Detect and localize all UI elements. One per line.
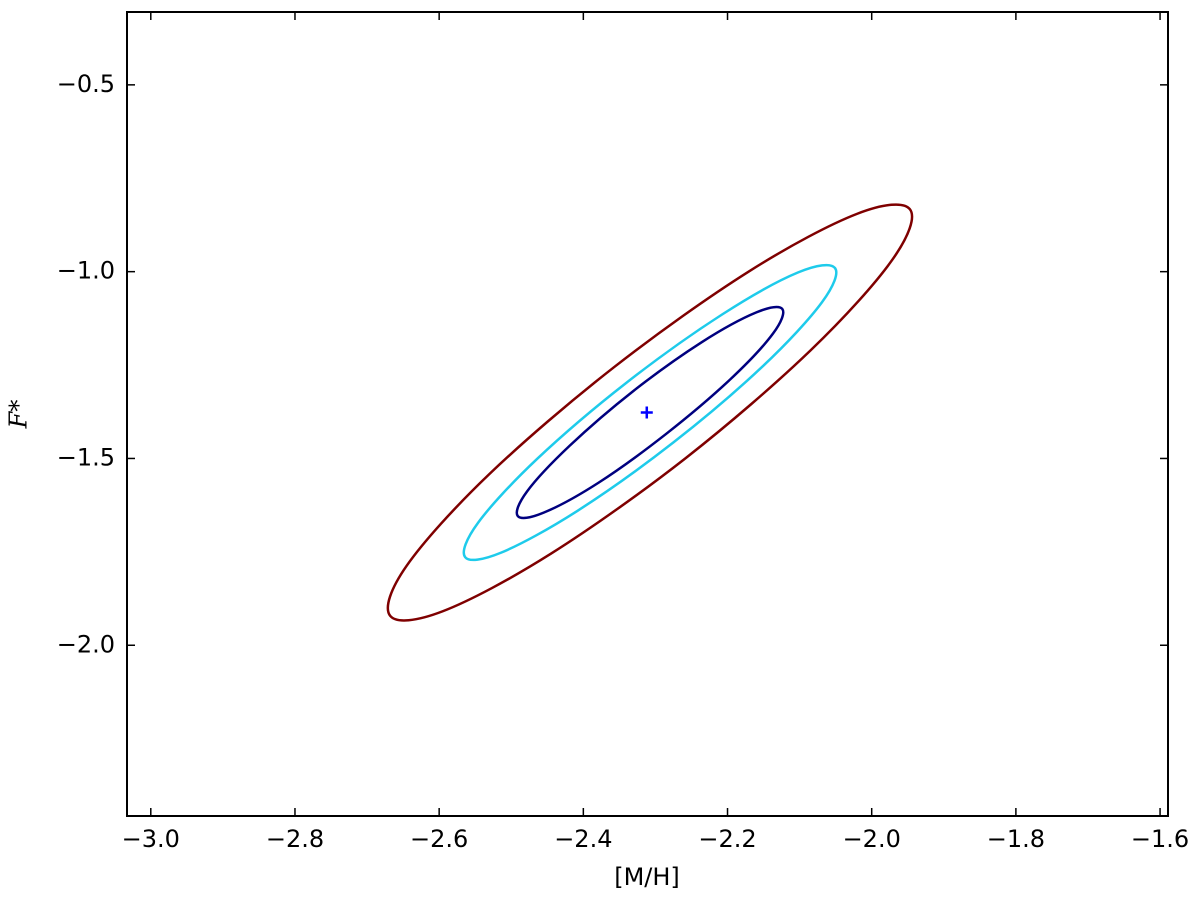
plot-frame [126,11,1169,817]
y-tick-label: −2.0 [57,630,115,658]
x-tick-label: −2.8 [266,825,324,853]
contour-line [462,263,838,562]
contour-line [386,203,914,622]
y-tick-label: −1.5 [57,443,115,471]
x-tick-label: −2.4 [554,825,612,853]
x-tick-label: −2.0 [843,825,901,853]
best-fit-point [640,406,653,419]
y-tick-label: −1.0 [57,257,115,285]
x-tick-label: −1.6 [1131,825,1189,853]
contour-line [515,305,785,520]
y-axis-label: F* [5,400,33,430]
x-tick-label: −2.6 [410,825,468,853]
y-tick-label: −0.5 [57,70,115,98]
x-tick-label: −1.8 [987,825,1045,853]
x-tick-label: −3.0 [122,825,180,853]
x-tick-label: −2.2 [698,825,756,853]
x-axis-label: [M/H] [614,863,680,891]
